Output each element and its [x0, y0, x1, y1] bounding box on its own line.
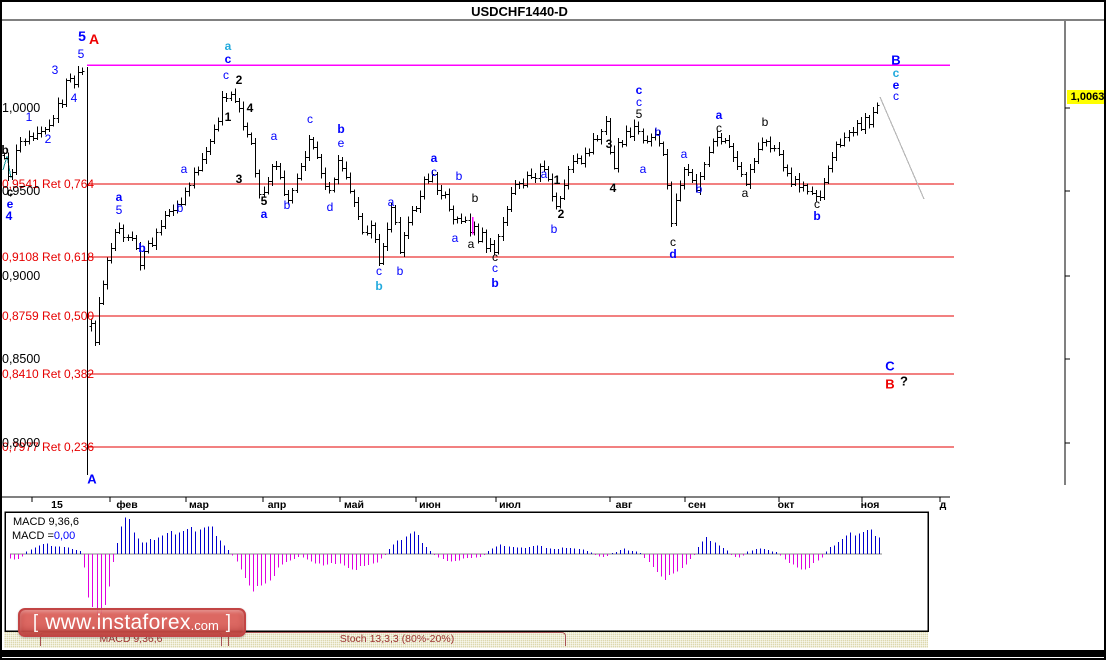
macd-histogram	[10, 517, 880, 616]
macd-value-number: 0,00	[53, 530, 76, 542]
macd-value-label: MACD =	[12, 530, 54, 542]
bottom-border-band	[2, 650, 1104, 657]
watermark-close-bracket: ]	[225, 611, 232, 633]
macd-panel-border	[4, 511, 929, 632]
price-bars	[2, 65, 880, 347]
tab-stochastic[interactable]: Stoch 13,3,3 (80%-20%)	[228, 632, 566, 646]
macd-indicator-title: MACD 9,36,6	[13, 516, 80, 528]
watermark-open-bracket: [	[32, 611, 39, 633]
macd-indicator-value: MACD =0,00	[12, 530, 75, 542]
current-price-label: 1,0063	[1067, 90, 1104, 104]
chart-title: USDCHF1440-D	[471, 4, 568, 19]
watermark-com: .com	[190, 618, 219, 633]
watermark-text: www.instaforex	[45, 610, 191, 634]
watermark: [ www.instaforex .com]	[18, 608, 246, 637]
tab-stochastic-label: Stoch 13,3,3 (80%-20%)	[339, 633, 455, 645]
